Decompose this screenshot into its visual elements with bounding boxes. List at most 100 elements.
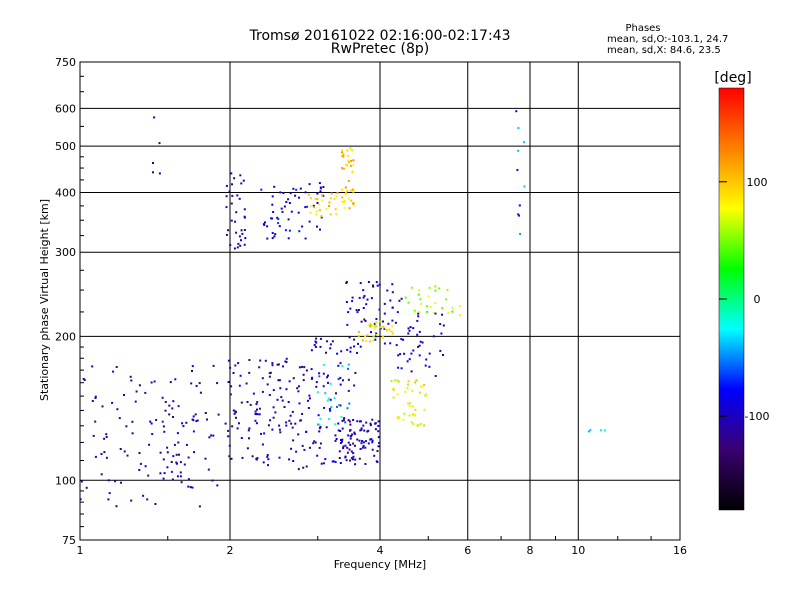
data-point [378,283,381,286]
data-point [166,466,169,469]
data-point [383,342,386,345]
data-point [199,391,202,394]
data-point [302,466,305,469]
data-point [114,480,117,483]
data-point [336,352,339,355]
data-point [198,382,201,385]
data-point [267,458,270,461]
data-point [139,462,142,465]
data-point [369,424,372,427]
data-point [318,209,321,212]
data-point [108,492,111,495]
data-point [370,324,373,327]
data-point [402,418,405,421]
data-point [373,454,376,457]
data-point [263,432,266,435]
data-point [320,462,323,465]
data-point [342,167,345,170]
data-point [341,149,343,152]
data-point [323,406,326,409]
data-point [346,407,349,410]
data-point [210,434,213,437]
data-point [107,498,110,501]
data-point [342,379,344,382]
data-point [153,380,156,383]
data-point [356,311,359,314]
data-point [305,465,308,468]
data-point [94,395,97,398]
data-point [309,197,312,200]
data-point [364,446,367,449]
data-point [458,305,461,308]
data-point [237,242,240,245]
data-point [262,223,265,226]
data-point [288,419,291,422]
data-point [344,444,347,447]
data-point [364,463,367,465]
data-point [318,375,321,378]
data-point [175,453,178,456]
data-point [423,408,426,411]
data-point [273,185,276,188]
data-point [192,430,195,433]
data-point [271,232,274,234]
data-point [344,421,347,424]
data-point [313,440,316,443]
data-point [353,345,356,348]
data-point [316,391,319,394]
data-point [394,321,397,324]
data-point [264,221,266,224]
data-point [337,364,340,367]
data-point [359,420,361,423]
data-point [326,376,329,379]
data-point [120,481,122,484]
data-point [360,428,363,431]
x-tick-label: 10 [571,544,585,557]
data-point [349,189,352,192]
data-point [434,285,437,288]
data-point [138,452,141,454]
data-point [287,401,290,403]
data-point [254,419,257,422]
data-point [299,187,302,190]
data-point [352,455,355,458]
chart-subtitle: RwPretec (8p) [331,41,429,57]
data-point [315,337,318,340]
data-point [94,420,97,423]
data-point [317,414,320,417]
data-point [379,320,382,323]
data-point [365,421,368,424]
data-point [517,149,520,152]
data-point [438,287,441,290]
data-point [236,427,239,430]
data-point [353,384,356,387]
data-point [230,202,233,205]
data-point [451,310,454,313]
data-point [369,422,372,425]
data-point [94,455,97,458]
data-point [303,366,306,369]
data-point [439,323,442,326]
data-point [392,396,395,399]
data-point [152,171,154,174]
data-point [171,478,174,481]
data-point [392,332,394,335]
colorbar-tick-label: -100 [745,410,770,423]
plot-area: 1 2 4 6 8 10 16 75 100 200 300 400 500 600 750 [55,56,687,557]
data-point [304,191,307,194]
data-point [171,407,174,410]
data-point [392,388,395,390]
data-point [347,179,350,182]
data-point [441,313,443,316]
data-point [204,412,207,414]
data-point [272,416,275,419]
data-point [146,498,149,501]
data-point [391,319,394,322]
data-point [299,419,302,422]
data-point [417,312,420,315]
data-point [179,471,182,474]
data-point [198,505,201,508]
data-point [285,357,288,360]
data-point [352,159,355,162]
